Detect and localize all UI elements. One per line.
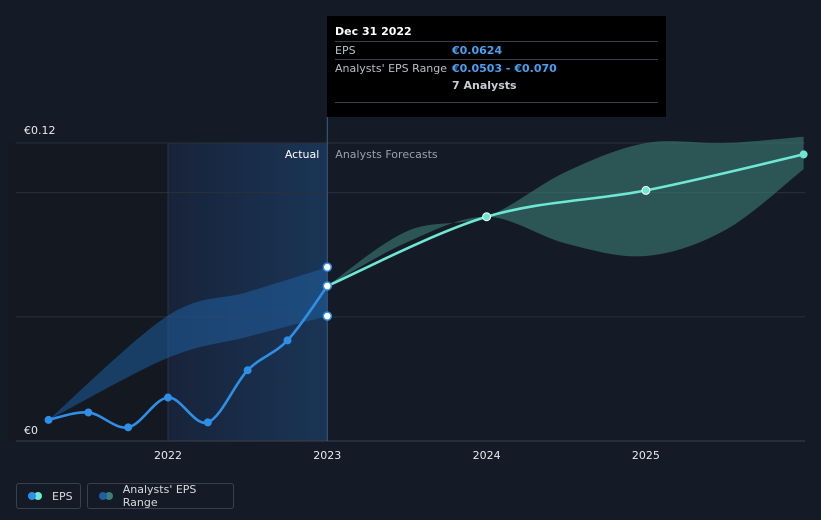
actual-eps-point <box>44 415 53 424</box>
x-tick-label: 2024 <box>473 449 501 462</box>
forecast-eps-line <box>326 153 805 288</box>
tooltip-date: Dec 31 2022 <box>335 25 412 38</box>
actual-eps-point <box>124 423 133 432</box>
legend-range-button[interactable]: Analysts' EPS Range <box>87 483 234 509</box>
forecast-eps-range-band <box>327 136 804 286</box>
axis-labels: €0.12 €0 2022 2023 2024 2025 Actual Analysts Fo… <box>24 124 660 462</box>
forecast-eps-point <box>799 150 808 159</box>
legend-range-label: Analysts' EPS Range <box>122 483 197 509</box>
actual-eps-point <box>203 418 212 427</box>
range-swatch-icon <box>99 492 115 500</box>
range-bound-marker <box>322 262 333 272</box>
eps-lines <box>44 150 808 432</box>
x-tick-label: 2023 <box>313 449 341 462</box>
tooltip-eps-value: €0.0624 <box>452 44 503 57</box>
actual-eps-point <box>243 366 252 375</box>
forecast-eps-point <box>482 212 492 222</box>
tooltip-row-eps: EPS €0.0624 <box>335 41 658 59</box>
tooltip-divider <box>335 102 658 103</box>
actual-eps-point <box>84 408 93 417</box>
forecast-eps-point <box>641 185 651 195</box>
tooltip-range-label: Analysts' EPS Range <box>335 62 448 75</box>
eps-swatch-icon <box>28 492 44 500</box>
y-tick-label: €0 <box>24 424 38 437</box>
actual-eps-point <box>164 393 172 402</box>
tooltip-eps-label: EPS <box>335 44 356 57</box>
x-tick-label: 2025 <box>632 449 660 462</box>
actual-region-label: Actual <box>285 148 319 161</box>
actual-eps-range-band <box>48 267 328 420</box>
y-tick-label: €0.12 <box>24 124 56 137</box>
actual-eps-point-highlight <box>322 281 333 291</box>
range-bound-marker <box>322 311 333 321</box>
tooltip-row-range: Analysts' EPS Range €0.0503 - €0.070 <box>335 59 658 77</box>
forecast-region-label: Analysts Forecasts <box>335 148 438 161</box>
x-tick-label: 2022 <box>154 449 182 462</box>
legend-eps-label: EPS <box>52 489 73 503</box>
tooltip-analysts: 7 Analysts <box>452 79 517 92</box>
legend-eps-button[interactable]: EPS <box>16 483 81 509</box>
data-tooltip: Dec 31 2022 EPS €0.0624 Analysts' EPS Ra… <box>327 16 666 117</box>
actual-eps-point <box>283 336 292 345</box>
tooltip-range-value: €0.0503 - €0.070 <box>452 62 557 75</box>
eps-range-bands <box>48 136 804 420</box>
tooltip-row-analysts: 7 Analysts <box>335 77 658 94</box>
